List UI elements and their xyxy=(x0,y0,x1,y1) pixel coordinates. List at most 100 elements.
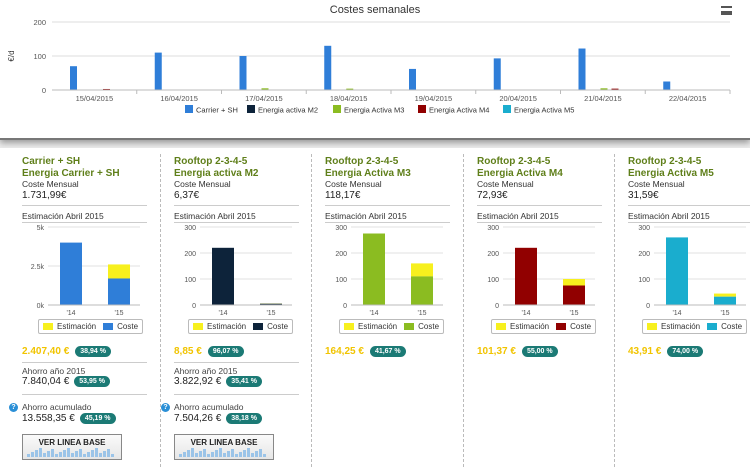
bar-2015-coste[interactable] xyxy=(714,296,736,305)
bar-2014[interactable] xyxy=(515,247,537,305)
legend-label-coste[interactable]: Coste xyxy=(418,322,440,331)
coste-mensual-value: 118,17€ xyxy=(325,190,361,201)
bar-2015-estimacion[interactable] xyxy=(108,264,130,279)
weekly-legend-label[interactable]: Carrier + SH xyxy=(196,106,238,115)
legend-swatch-estimacion[interactable] xyxy=(344,323,354,330)
card-title: Rooftop 2-3-4-5 Energia activa M2 xyxy=(174,156,304,180)
weekly-bar[interactable] xyxy=(261,88,269,90)
legend-label-estimacion[interactable]: Estimación xyxy=(358,322,398,331)
legend-swatch-estimacion[interactable] xyxy=(496,323,506,330)
mini-ytick: 100 xyxy=(638,277,650,284)
weekly-ytick: 100 xyxy=(33,52,46,61)
weekly-bar[interactable] xyxy=(493,58,501,90)
weekly-bar[interactable] xyxy=(324,45,332,90)
legend-label-coste[interactable]: Coste xyxy=(721,322,743,331)
coste-mensual-label: Coste Mensual xyxy=(477,179,534,189)
legend-swatch-estimacion[interactable] xyxy=(43,323,53,330)
legend-label-coste[interactable]: Coste xyxy=(570,322,592,331)
legend-swatch-coste[interactable] xyxy=(253,323,264,330)
mini-ytick: 100 xyxy=(487,277,499,284)
ver-linea-base-label[interactable]: VER LINEA BASE xyxy=(190,438,258,447)
mini-ytick: 300 xyxy=(184,225,196,232)
weekly-bar[interactable] xyxy=(239,56,247,90)
bar-2014[interactable] xyxy=(363,233,385,306)
help-icon[interactable]: ? xyxy=(161,403,170,412)
bar-2015-coste[interactable] xyxy=(108,278,130,305)
legend-label-coste[interactable]: Coste xyxy=(117,322,139,331)
mini-ytick: 5k xyxy=(37,225,45,232)
weekly-bar[interactable] xyxy=(663,81,671,91)
weekly-costs-panel: Costes semanales €/d 200 100 0 15/04/2015 16/… xyxy=(0,0,750,140)
legend-label-estimacion[interactable]: Estimación xyxy=(510,322,550,331)
weekly-bar[interactable] xyxy=(346,88,354,90)
estimated-value: 43,91 € xyxy=(628,346,662,357)
weekly-legend-swatch[interactable] xyxy=(185,105,193,113)
mini-ytick: 200 xyxy=(487,251,499,258)
mini-xtick: '15 xyxy=(417,310,426,317)
card-title-line1: Rooftop 2-3-4-5 xyxy=(325,156,399,167)
legend-label-estimacion[interactable]: Estimación xyxy=(57,322,97,331)
ahorro-acumulado-label: Ahorro acumulado xyxy=(174,402,244,412)
mini-xtick: '14 xyxy=(521,310,530,317)
weekly-legend-label[interactable]: Energia Activa M4 xyxy=(429,106,489,115)
mini-xtick: '14 xyxy=(369,310,378,317)
hamburger-menu-icon[interactable] xyxy=(721,6,732,15)
weekly-legend-swatch[interactable] xyxy=(333,105,341,113)
cards-area: Carrier + SH Energia Carrier + SH Coste Me… xyxy=(0,148,750,467)
bar-2014[interactable] xyxy=(212,247,234,305)
legend-label-coste[interactable]: Coste xyxy=(267,322,289,331)
weekly-bar[interactable] xyxy=(600,88,608,90)
weekly-xtick: 21/04/2015 xyxy=(584,94,622,103)
weekly-legend-swatch[interactable] xyxy=(418,105,426,113)
weekly-legend-label[interactable]: Energia Activa M3 xyxy=(344,106,404,115)
legend-swatch-coste[interactable] xyxy=(707,323,718,330)
estimation-summary: 43,91 € 74,00 % xyxy=(628,346,704,357)
ahorro-anio-row: 7.840,04 € 53,95 % xyxy=(22,376,110,387)
ahorro-acumulado-badge: 38,18 % xyxy=(226,413,262,424)
help-icon[interactable]: ? xyxy=(9,403,18,412)
legend-swatch-coste[interactable] xyxy=(103,323,114,330)
weekly-xtick: 18/04/2015 xyxy=(330,94,368,103)
card-title-line1: Carrier + SH xyxy=(22,156,81,167)
weekly-legend-swatch[interactable] xyxy=(503,105,511,113)
ahorro-acumulado-label: Ahorro acumulado xyxy=(22,402,92,412)
separator xyxy=(22,205,147,206)
card-divider xyxy=(311,154,312,467)
bar-2015-estimacion[interactable] xyxy=(714,293,736,297)
weekly-bar[interactable] xyxy=(409,68,416,90)
bar-2014[interactable] xyxy=(666,237,688,305)
bar-2014[interactable] xyxy=(60,242,82,305)
legend-swatch-estimacion[interactable] xyxy=(647,323,657,330)
bar-2015-coste[interactable] xyxy=(563,285,585,306)
bar-2015-estimacion[interactable] xyxy=(411,263,433,277)
bar-2015-estimacion[interactable] xyxy=(563,279,585,286)
mini-ytick: 200 xyxy=(184,251,196,258)
cost-card: Rooftop 2-3-4-5 Energia Activa M5 Coste Me… xyxy=(606,148,750,467)
weekly-bar[interactable] xyxy=(70,66,77,90)
legend-label-estimacion[interactable]: Estimación xyxy=(661,322,701,331)
bar-2015-coste[interactable] xyxy=(411,276,433,305)
ahorro-acumulado-badge: 45,19 % xyxy=(79,413,116,424)
legend-swatch-estimacion[interactable] xyxy=(193,323,203,330)
weekly-ytick: 200 xyxy=(33,18,46,27)
bar-2015-coste[interactable] xyxy=(260,303,282,305)
ver-linea-base-button[interactable]: VER LINEA BASE xyxy=(174,434,274,460)
weekly-bar[interactable] xyxy=(103,88,110,90)
cost-card: Rooftop 2-3-4-5 Energia activa M2 Coste Me… xyxy=(152,148,302,467)
mini-ytick: 300 xyxy=(335,225,347,232)
weekly-bar[interactable] xyxy=(611,88,619,90)
ver-linea-base-label[interactable]: VER LINEA BASE xyxy=(38,438,106,447)
card-title: Carrier + SH Energia Carrier + SH xyxy=(22,156,152,180)
weekly-legend-label[interactable]: Energia Activa M5 xyxy=(514,106,574,115)
legend-swatch-coste[interactable] xyxy=(404,323,415,330)
legend-swatch-coste[interactable] xyxy=(556,323,567,330)
weekly-bar[interactable] xyxy=(154,52,162,90)
ver-linea-base-button[interactable]: VER LINEA BASE xyxy=(22,434,122,460)
weekly-legend-label[interactable]: Energia activa M2 xyxy=(258,106,318,115)
mini-xtick: '15 xyxy=(266,310,275,317)
weekly-legend-swatch[interactable] xyxy=(247,105,255,113)
ahorro-anio-badge: 35,41 % xyxy=(226,376,262,387)
separator xyxy=(22,394,147,395)
legend-label-estimacion[interactable]: Estimación xyxy=(207,322,247,331)
weekly-bar[interactable] xyxy=(578,48,586,90)
